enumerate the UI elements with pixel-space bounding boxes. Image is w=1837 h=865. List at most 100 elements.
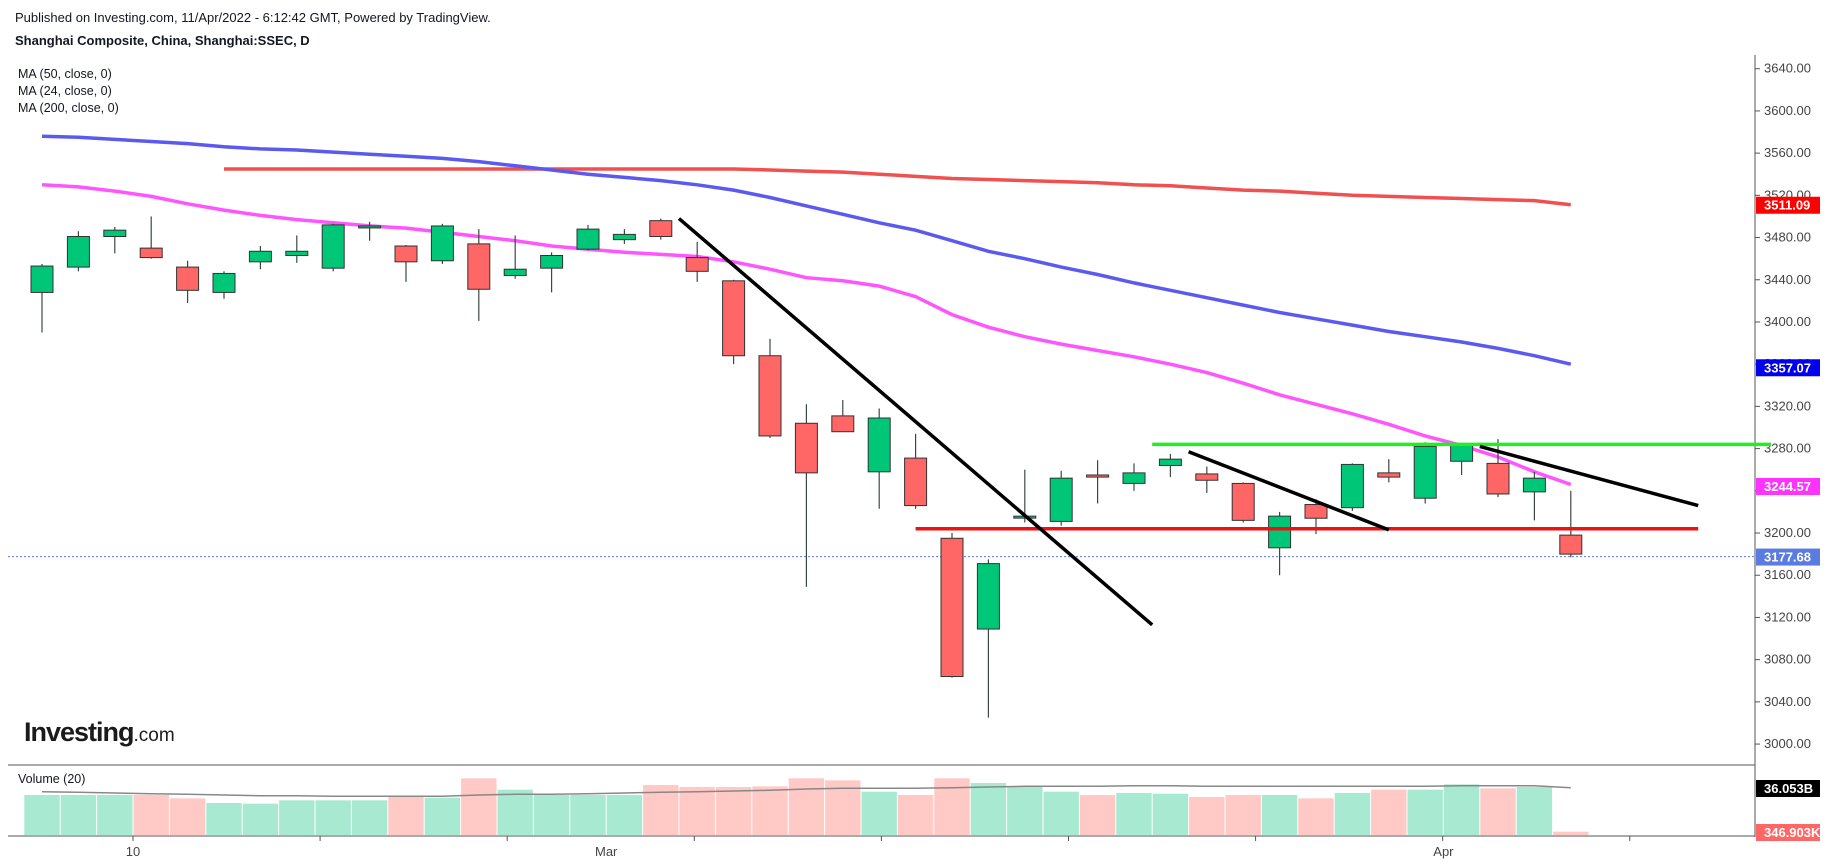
candle-body bbox=[1304, 504, 1328, 519]
volume-bar bbox=[279, 800, 315, 835]
volume-ma-line bbox=[41, 784, 1571, 798]
y-tick-label: 3600.00 bbox=[1764, 103, 1811, 118]
candle-body bbox=[1195, 473, 1219, 481]
logo-suffix: .com bbox=[133, 725, 175, 746]
volume-bar bbox=[351, 800, 388, 835]
volume-bar bbox=[133, 795, 169, 835]
volume2-badge-bg bbox=[1756, 824, 1820, 841]
candle-body bbox=[30, 265, 54, 293]
last-price-badge-bg bbox=[1756, 548, 1820, 566]
candle-body bbox=[1450, 444, 1474, 462]
ma50-legend-label[interactable]: MA (50, close, 0) bbox=[18, 67, 112, 81]
volume-legend-label[interactable]: Volume (20) bbox=[18, 772, 86, 786]
volume-bar bbox=[1043, 791, 1079, 835]
last-price-badge: 3177.68 bbox=[1764, 550, 1811, 565]
y-tick-label: 3640.00 bbox=[1764, 61, 1811, 76]
candle-body bbox=[430, 225, 454, 262]
candle-body bbox=[358, 225, 382, 229]
y-tick-label: 3080.00 bbox=[1764, 652, 1811, 667]
y-tick-label: 3040.00 bbox=[1764, 694, 1811, 709]
ma200-line bbox=[224, 167, 1572, 207]
ma-legend: MA (50, close, 0) MA (24, close, 0) MA (… bbox=[18, 66, 119, 117]
candle-body bbox=[1522, 477, 1546, 493]
volume-bar bbox=[315, 800, 351, 835]
candle-body bbox=[66, 235, 90, 268]
volume-bar bbox=[570, 795, 606, 835]
volume-bar bbox=[1407, 789, 1443, 835]
candle-body bbox=[1559, 534, 1583, 555]
volume-bar bbox=[97, 795, 133, 835]
y-tick-label: 3280.00 bbox=[1764, 441, 1811, 456]
volume-bar bbox=[242, 803, 279, 835]
candle-body bbox=[394, 245, 418, 263]
volume-bar bbox=[1371, 789, 1407, 835]
candle-body bbox=[722, 280, 746, 357]
volume-bar bbox=[533, 795, 570, 835]
volume-bar bbox=[206, 803, 242, 835]
volume-bar bbox=[1553, 831, 1589, 835]
y-tick-label: 3560.00 bbox=[1764, 145, 1811, 160]
candle-body bbox=[1122, 472, 1146, 484]
volume-bar bbox=[643, 785, 679, 835]
candle-body bbox=[758, 355, 782, 437]
volume-bar bbox=[1225, 795, 1261, 835]
candle-body bbox=[1486, 462, 1510, 495]
y-tick-label: 3440.00 bbox=[1764, 272, 1811, 287]
volume2-badge: 346.903K bbox=[1764, 825, 1821, 840]
ma24-badge-bg bbox=[1756, 477, 1820, 495]
candle-body bbox=[794, 422, 818, 474]
ma24-badge: 3244.57 bbox=[1764, 479, 1811, 494]
y-tick-label: 3200.00 bbox=[1764, 525, 1811, 540]
candle-body bbox=[1377, 472, 1401, 478]
candle-body bbox=[248, 250, 272, 263]
investing-logo: Investing.com bbox=[24, 717, 175, 748]
y-tick-label: 3480.00 bbox=[1764, 230, 1811, 245]
volume-bar bbox=[1152, 793, 1189, 835]
volume-bar bbox=[60, 795, 97, 835]
volume-bar bbox=[388, 796, 424, 835]
volume-bar bbox=[970, 783, 1007, 835]
volume-bar bbox=[679, 787, 715, 835]
volume-bar bbox=[825, 780, 861, 835]
candle-body bbox=[1158, 458, 1182, 466]
volume-bar bbox=[1189, 797, 1225, 835]
volume-bar bbox=[169, 798, 206, 835]
ma24-legend-label[interactable]: MA (24, close, 0) bbox=[18, 84, 112, 98]
x-tick-label: Apr bbox=[1433, 844, 1454, 859]
candle-body bbox=[467, 243, 491, 290]
y-tick-label: 3320.00 bbox=[1764, 398, 1811, 413]
instrument-title: Shanghai Composite, China, Shanghai:SSEC… bbox=[15, 33, 310, 48]
x-tick-label: 10 bbox=[126, 844, 140, 859]
candle-body bbox=[321, 224, 345, 269]
x-tick-label: Mar bbox=[595, 844, 618, 859]
candle-body bbox=[503, 268, 527, 277]
volume-bar bbox=[1079, 795, 1116, 835]
volume-bar bbox=[461, 778, 497, 835]
candle-body bbox=[940, 537, 964, 678]
volume-bar bbox=[606, 795, 643, 835]
candle-body bbox=[212, 272, 236, 293]
candle-body bbox=[1049, 477, 1073, 522]
candle-body bbox=[1413, 445, 1437, 499]
candle-body bbox=[540, 254, 564, 269]
volume-bar bbox=[1261, 795, 1298, 835]
volume-badge-bg bbox=[1756, 780, 1820, 797]
candle-body bbox=[1086, 474, 1110, 478]
logo-brand: Investing bbox=[24, 717, 135, 747]
ma200-badge: 3511.09 bbox=[1764, 198, 1810, 213]
y-tick-label: 3120.00 bbox=[1764, 609, 1811, 624]
volume-bar bbox=[861, 791, 897, 835]
candle-body bbox=[285, 250, 309, 256]
candle-body bbox=[685, 257, 709, 272]
ma200-legend-label[interactable]: MA (200, close, 0) bbox=[18, 101, 119, 115]
ma24-line bbox=[41, 183, 1572, 487]
candle-body bbox=[612, 233, 636, 241]
y-tick-label: 3400.00 bbox=[1764, 314, 1811, 329]
volume-bar bbox=[1298, 798, 1334, 835]
y-tick-label: 3160.00 bbox=[1764, 567, 1811, 582]
volume-bar bbox=[715, 787, 752, 835]
candle-body bbox=[904, 457, 928, 507]
candle-body bbox=[176, 266, 200, 291]
volume-bar bbox=[1334, 793, 1371, 835]
